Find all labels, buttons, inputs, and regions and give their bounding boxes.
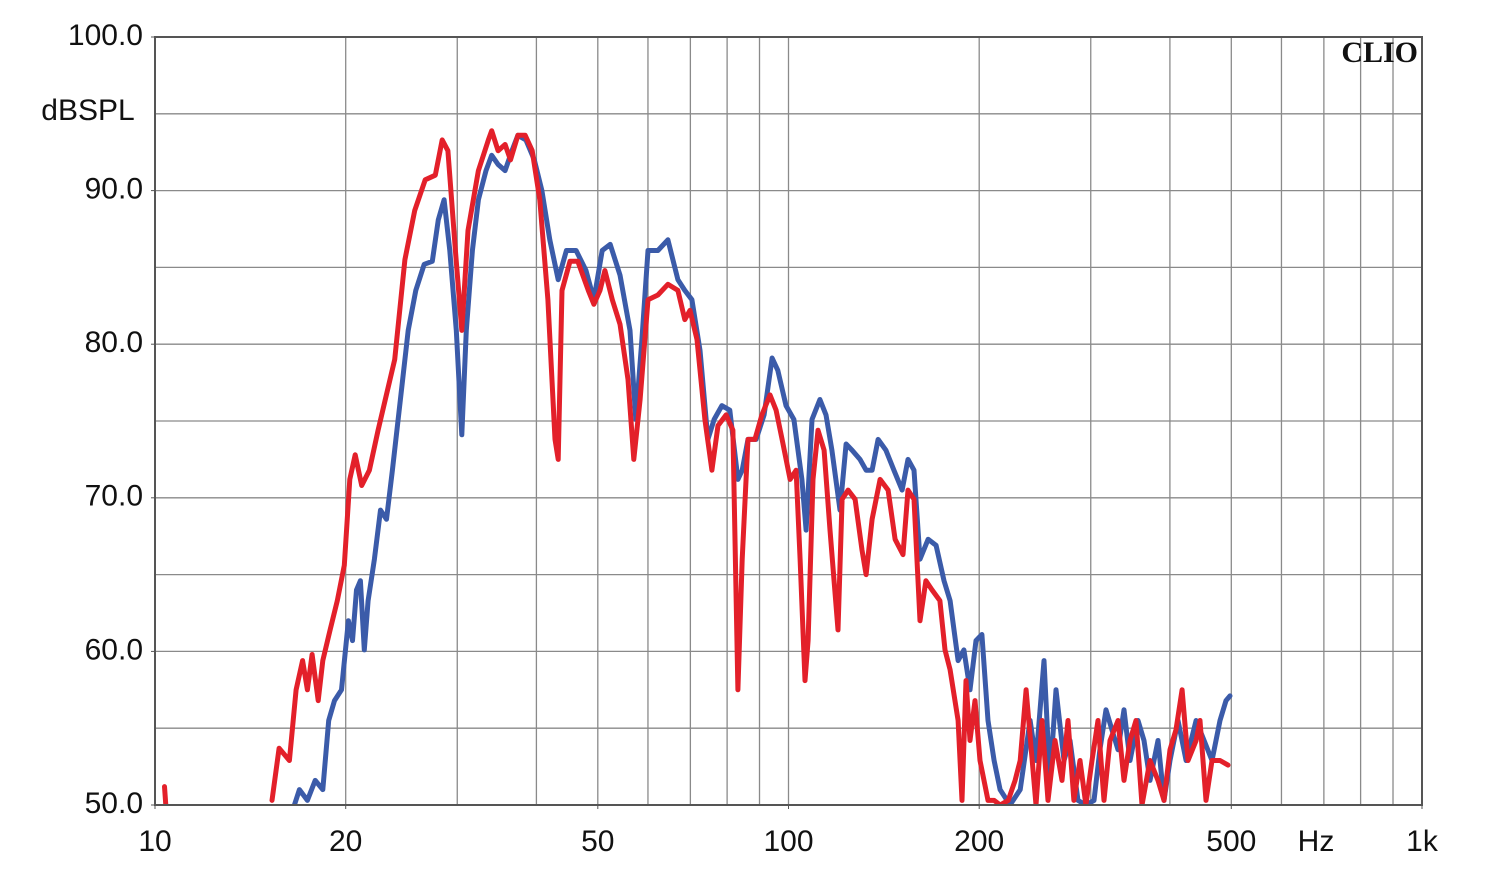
y-tick-label: 80.0 (85, 326, 143, 359)
x-axis-label: Hz (1298, 825, 1335, 858)
annotation: CLIO (1341, 36, 1418, 69)
series-layer (162, 128, 1233, 805)
x-tick-label: 100 (763, 825, 813, 858)
x-tick-label: 200 (954, 825, 1004, 858)
x-tick-label: 50 (581, 825, 614, 858)
x-tick-label: 20 (329, 825, 362, 858)
y-tick-label: 100.0 (68, 19, 143, 52)
x-tick-label: 500 (1206, 825, 1256, 858)
y-tick-label: 90.0 (85, 173, 143, 206)
y-tick-label: 50.0 (85, 787, 143, 820)
y-axis-label: dBSPL (41, 94, 134, 127)
x-tick-label: 10 (138, 825, 171, 858)
grid (155, 37, 1422, 805)
series-line (291, 132, 1233, 805)
y-tick-label: 70.0 (85, 480, 143, 513)
x-tick-label: 1k (1406, 825, 1439, 858)
y-tick-label: 60.0 (85, 633, 143, 666)
series-line (162, 128, 1231, 805)
